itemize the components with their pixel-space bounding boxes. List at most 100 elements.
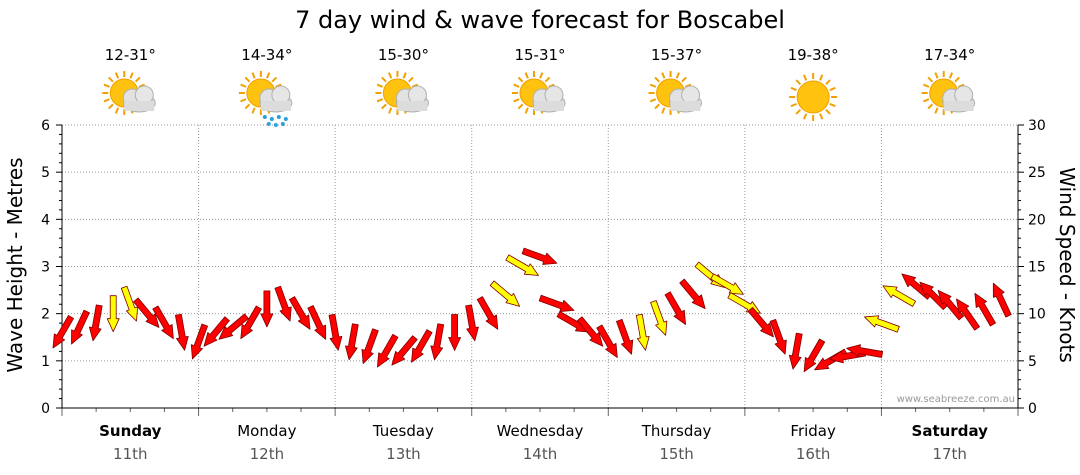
wind-arrow	[882, 285, 916, 307]
wind-arrow	[521, 247, 558, 265]
wind-arrow	[328, 313, 343, 351]
wind-arrow	[88, 304, 103, 342]
left-tick-label: 4	[41, 212, 50, 228]
temperature-range: 15-31°	[514, 46, 565, 64]
partly-cloudy-icon	[375, 71, 429, 115]
day-name-label: Thursday	[641, 422, 712, 440]
wind-arrow	[120, 285, 139, 322]
left-tick-label: 5	[41, 165, 50, 181]
wind-arrow	[152, 305, 174, 340]
wind-arrow	[710, 273, 744, 295]
right-tick-label: 15	[1028, 260, 1046, 276]
wind-arrow	[664, 291, 686, 325]
wind-arrow	[974, 292, 996, 327]
wind-arrow	[175, 313, 189, 351]
wind-arrow	[274, 285, 292, 322]
wind-arrow	[289, 296, 311, 330]
day-name-label: Wednesday	[497, 422, 584, 440]
wind-arrow	[538, 294, 575, 312]
wind-arrow	[71, 309, 90, 345]
partly-cloudy-icon	[512, 71, 566, 115]
wind-arrow	[190, 323, 208, 360]
day-name-label: Monday	[237, 422, 296, 440]
wind-arrow	[307, 305, 327, 340]
wind-arrow	[788, 332, 803, 370]
wind-arrow	[489, 280, 521, 307]
left-axis: 0 1 2 3 4 5 6	[41, 118, 1018, 417]
day-date-label: 15th	[659, 445, 693, 463]
wind-arrow	[260, 290, 274, 328]
wind-arrow	[240, 305, 262, 340]
temperature-range: 14-34°	[241, 46, 292, 64]
day-name-label: Tuesday	[372, 422, 434, 440]
wind-arrow	[576, 316, 604, 347]
day-date-label: 14th	[523, 445, 557, 463]
wind-arrow	[635, 313, 650, 351]
day-date-label: 12th	[250, 445, 284, 463]
wind-arrow	[448, 314, 462, 351]
wind-arrow	[106, 295, 120, 333]
wind-arrow	[956, 298, 980, 331]
wind-arrow	[616, 318, 634, 355]
temperature-range: 17-34°	[924, 46, 975, 64]
plot-grid	[61, 124, 1019, 416]
rain-showers-icon	[238, 71, 293, 127]
day-labels: Sunday 11th Monday 12th Tuesday 13th Wednesday…	[99, 422, 988, 463]
right-tick-label: 5	[1028, 354, 1037, 370]
wind-arrow	[345, 323, 359, 361]
left-tick-label: 6	[41, 118, 50, 134]
left-axis-label: Wave Height - Metres	[3, 157, 27, 372]
wind-arrow	[864, 315, 900, 333]
temperature-range: 12-31°	[105, 46, 156, 64]
wind-arrow	[203, 316, 230, 347]
day-name-label: Sunday	[99, 422, 162, 440]
left-tick-label: 2	[41, 307, 50, 323]
wind-arrow	[411, 329, 433, 363]
weather-icon-row	[102, 71, 976, 127]
wind-arrow	[133, 297, 160, 328]
right-tick-label: 20	[1028, 212, 1046, 228]
wind-arrow	[596, 324, 618, 358]
day-date-label: 11th	[113, 445, 147, 463]
wind-arrow	[694, 261, 725, 288]
right-tick-label: 25	[1028, 165, 1046, 181]
wind-arrow	[218, 313, 249, 340]
credit-text: www.seabreeze.com.au	[897, 394, 1015, 405]
right-tick-label: 0	[1028, 401, 1037, 417]
wind-arrow	[52, 315, 74, 349]
right-tick-label: 10	[1028, 307, 1046, 323]
wind-arrow	[769, 318, 787, 355]
wind-arrow	[476, 296, 499, 330]
left-tick-label: 0	[41, 401, 50, 417]
sunny-icon	[789, 73, 838, 121]
wind-arrow	[937, 290, 964, 321]
temperature-range: 15-30°	[378, 46, 429, 64]
left-tick-label: 3	[41, 260, 50, 276]
right-tick-label: 30	[1028, 118, 1046, 134]
day-name-label: Friday	[790, 422, 836, 440]
temperature-row: 12-31° 14-34° 15-30° 15-31° 15-37° 19-38° 17-3…	[105, 46, 976, 64]
right-axis-label: Wind Speed - Knots	[1055, 167, 1079, 363]
day-date-label: 16th	[796, 445, 830, 463]
wind-arrow	[465, 304, 479, 342]
wind-arrow	[361, 328, 379, 365]
partly-cloudy-icon	[648, 71, 703, 115]
chart-title: 7 day wind & wave forecast for Boscabel	[295, 6, 785, 34]
wind-arrow	[650, 300, 668, 336]
partly-cloudy-icon	[921, 71, 976, 115]
left-tick-label: 1	[41, 354, 50, 370]
day-date-label: 17th	[932, 445, 966, 463]
wind-arrow	[376, 333, 399, 368]
partly-cloudy-icon	[102, 71, 156, 115]
wind-arrow	[430, 323, 445, 361]
wind-arrow	[747, 306, 774, 338]
wind-arrow	[679, 278, 706, 309]
wind-arrow	[391, 335, 418, 366]
right-axis: 0 5 10 15 20 25 30	[1017, 118, 1046, 417]
wind-arrow	[803, 338, 826, 373]
temperature-range: 19-38°	[788, 46, 839, 64]
wind-arrow	[992, 282, 1012, 318]
wind-arrow	[505, 254, 539, 276]
wind-arrow-series	[52, 247, 1012, 373]
